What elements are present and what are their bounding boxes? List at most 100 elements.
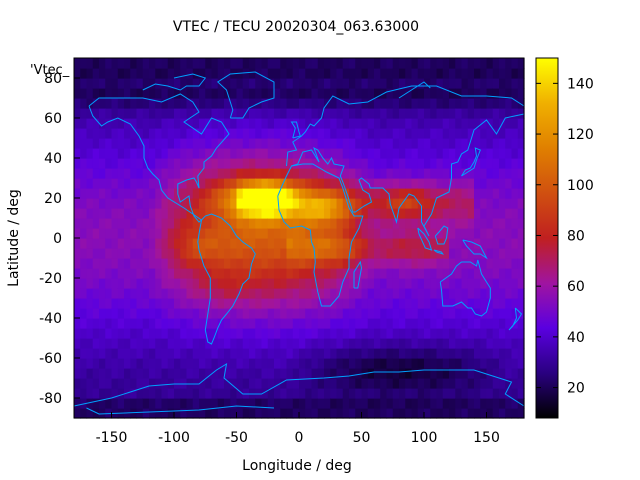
heatmap-cell [386,218,394,229]
heatmap-cell [292,78,300,89]
heatmap-cell [111,108,119,119]
heatmap-cell [242,228,250,239]
heatmap-cell [92,298,100,309]
heatmap-cell [111,218,119,229]
heatmap-cell [386,348,394,359]
heatmap-cell [199,408,206,419]
heatmap-cell [86,268,94,279]
heatmap-cell [411,338,419,349]
heatmap-cell [217,328,225,339]
heatmap-cell [349,348,356,359]
heatmap-cell [342,358,350,369]
heatmap-cell [136,378,144,389]
heatmap-cell [342,278,350,289]
heatmap-cell [155,328,163,339]
heatmap-cell [117,368,125,379]
heatmap-cell [124,218,131,229]
heatmap-cell [386,188,394,199]
heatmap-cell [180,288,188,299]
heatmap-cell [274,178,281,189]
heatmap-cell [136,158,144,169]
heatmap-cell [174,218,181,229]
heatmap-cell [511,108,519,119]
heatmap-cell [324,258,331,269]
heatmap-cell [480,288,488,299]
heatmap-cell [467,288,475,299]
heatmap-cell [261,408,269,419]
heatmap-cell [286,58,294,69]
heatmap-cell [474,188,481,199]
heatmap-cell [517,198,525,209]
heatmap-cell [461,208,469,219]
heatmap-cell [374,298,381,309]
heatmap-cell [267,128,275,139]
heatmap-cell [399,368,406,379]
heatmap-cell [105,308,113,319]
heatmap-cell [299,268,306,279]
heatmap-cell [105,148,113,159]
heatmap-cell [511,298,519,309]
heatmap-cell [411,208,419,219]
heatmap-cell [124,128,131,139]
heatmap-cell [161,408,169,419]
colorbar-tick-label: 20 [567,381,585,397]
heatmap-cell [161,78,169,89]
heatmap-cell [211,268,219,279]
heatmap-cell [180,188,188,199]
heatmap-cell [161,218,169,229]
heatmap-cell [255,358,263,369]
heatmap-cell [249,278,256,289]
heatmap-cell [92,148,100,159]
heatmap-cell [136,168,144,179]
heatmap-cell [167,88,175,99]
heatmap-cell [286,98,294,109]
heatmap-cell [517,378,525,389]
heatmap-cell [149,348,156,359]
heatmap-cell [499,258,506,269]
heatmap-cell [280,388,288,399]
heatmap-cell [205,348,213,359]
heatmap-cell [355,248,363,259]
heatmap-cell [205,258,213,269]
heatmap-cell [324,198,331,209]
heatmap-cell [474,178,481,189]
heatmap-cell [430,78,438,89]
heatmap-cell [417,398,425,409]
heatmap-cell [280,78,288,89]
heatmap-cell [474,208,481,219]
heatmap-cell [305,318,313,329]
heatmap-cell [261,148,269,159]
heatmap-cell [380,158,388,169]
heatmap-cell [242,358,250,369]
heatmap-cell [124,88,131,99]
heatmap-cell [417,338,425,349]
heatmap-cell [230,238,238,249]
heatmap-cell [242,198,250,209]
heatmap-cell [142,388,150,399]
heatmap-cell [267,218,275,229]
heatmap-cell [436,308,444,319]
heatmap-cell [311,268,319,279]
heatmap-cell [505,158,513,169]
heatmap-cell [105,328,113,339]
heatmap-cell [449,258,456,269]
heatmap-cell [92,348,100,359]
heatmap-cell [192,58,200,69]
heatmap-cell [236,288,244,299]
heatmap-cell [186,178,194,189]
heatmap-cell [230,198,238,209]
heatmap-cell [305,98,313,109]
heatmap-cell [99,248,106,259]
heatmap-cell [486,148,494,159]
heatmap-cell [392,348,400,359]
heatmap-cell [505,338,513,349]
heatmap-cell [361,168,369,179]
heatmap-cell [299,58,306,69]
heatmap-cell [492,118,500,129]
heatmap-cell [492,298,500,309]
heatmap-cell [430,138,438,149]
heatmap-cell [80,118,88,129]
heatmap-cell [499,158,506,169]
heatmap-cell [117,138,125,149]
